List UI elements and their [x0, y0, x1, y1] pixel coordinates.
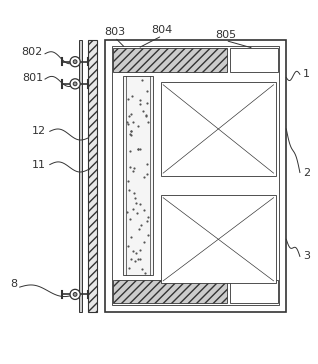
Text: 8: 8	[10, 279, 17, 289]
Circle shape	[73, 82, 77, 86]
Point	[134, 250, 139, 256]
Text: 803: 803	[104, 27, 125, 37]
Point	[140, 108, 145, 114]
Bar	[79, 40, 82, 312]
Point	[137, 102, 142, 107]
Circle shape	[73, 60, 77, 64]
Point	[132, 258, 137, 264]
Point	[129, 111, 134, 116]
Text: 804: 804	[152, 25, 173, 35]
Point	[128, 131, 133, 137]
Point	[128, 234, 134, 240]
Point	[125, 209, 130, 215]
Bar	[88, 40, 97, 312]
Point	[134, 201, 139, 206]
Point	[145, 218, 150, 223]
Point	[137, 147, 142, 153]
Text: 802: 802	[22, 47, 43, 57]
Point	[141, 207, 146, 213]
Point	[135, 256, 141, 262]
Bar	[161, 82, 276, 176]
Point	[137, 248, 142, 253]
Point	[137, 97, 142, 103]
Point	[132, 195, 137, 201]
Point	[126, 187, 131, 193]
Point	[128, 165, 133, 170]
Point	[125, 96, 130, 102]
Point	[143, 114, 148, 119]
Point	[135, 146, 140, 152]
Point	[128, 132, 133, 138]
Bar	[230, 280, 278, 303]
Point	[135, 123, 141, 128]
Point	[125, 243, 130, 249]
Point	[142, 270, 148, 276]
Point	[135, 146, 141, 151]
Bar	[113, 280, 227, 303]
Point	[128, 128, 133, 134]
Point	[145, 88, 150, 94]
Text: 805: 805	[215, 30, 236, 40]
Point	[144, 112, 149, 118]
Point	[125, 119, 130, 125]
Point	[131, 206, 136, 212]
Point	[131, 168, 136, 174]
Point	[125, 178, 130, 184]
Point	[127, 149, 132, 154]
Point	[134, 210, 139, 216]
Circle shape	[70, 79, 80, 89]
Point	[136, 226, 141, 232]
Circle shape	[70, 57, 80, 67]
Point	[141, 239, 146, 245]
Point	[127, 265, 132, 270]
Bar	[230, 48, 278, 72]
Bar	[105, 40, 286, 312]
Text: 2: 2	[303, 167, 310, 178]
Point	[145, 161, 150, 167]
Point	[128, 256, 133, 262]
Text: 11: 11	[32, 159, 46, 170]
Text: 801: 801	[22, 72, 43, 83]
Point	[145, 214, 150, 220]
Point	[144, 100, 149, 106]
Point	[128, 128, 134, 134]
Point	[139, 222, 144, 228]
Bar	[112, 46, 279, 305]
Point	[130, 248, 135, 254]
Bar	[123, 76, 153, 276]
Text: 1: 1	[303, 70, 310, 79]
Point	[139, 266, 144, 272]
Point	[144, 171, 149, 177]
Bar	[161, 195, 276, 284]
Point	[140, 77, 145, 83]
Point	[128, 216, 133, 222]
Point	[137, 256, 142, 262]
Point	[137, 201, 142, 207]
Text: 12: 12	[31, 126, 46, 136]
Circle shape	[70, 289, 80, 300]
Point	[145, 119, 150, 125]
Point	[131, 119, 136, 125]
Circle shape	[73, 293, 77, 296]
Point	[131, 190, 136, 196]
Point	[126, 122, 131, 127]
Point	[142, 174, 147, 180]
Bar	[113, 48, 227, 72]
Point	[130, 93, 135, 99]
Point	[145, 232, 150, 238]
Point	[126, 113, 131, 119]
Point	[131, 165, 136, 171]
Text: 3: 3	[303, 252, 310, 261]
